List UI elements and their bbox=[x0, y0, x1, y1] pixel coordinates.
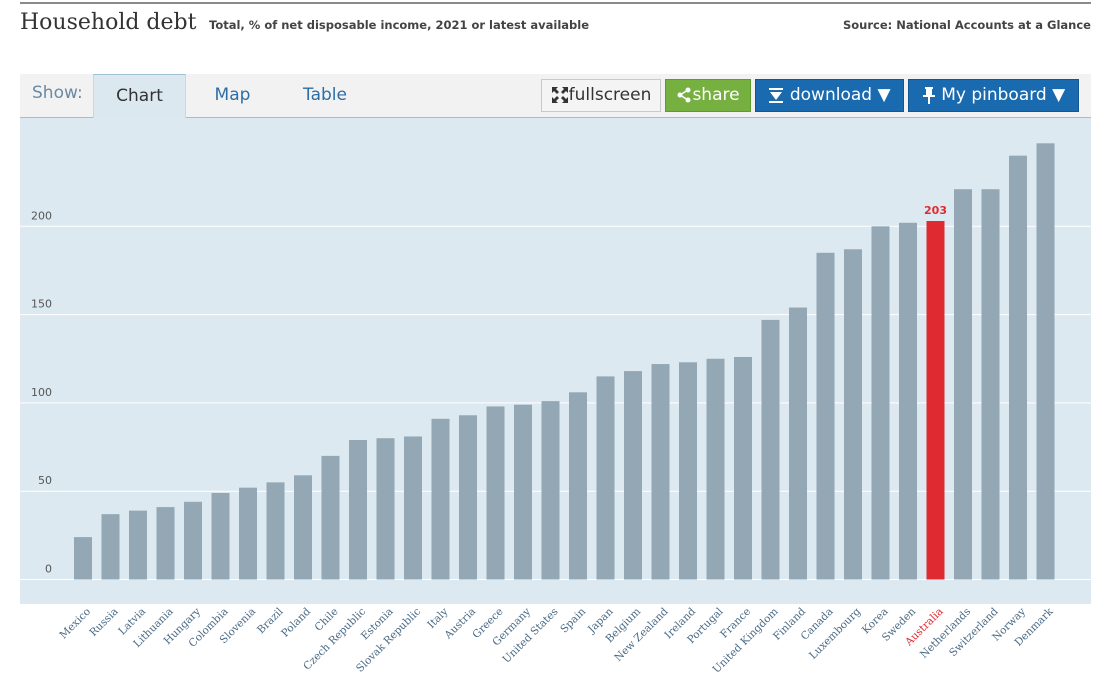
fullscreen-icon bbox=[551, 87, 568, 103]
bar-united-kingdom bbox=[761, 319, 780, 580]
bar-ireland bbox=[679, 362, 697, 580]
y-tick-label: 0 bbox=[45, 563, 52, 576]
bar-denmark bbox=[1036, 143, 1055, 580]
bar-colombia bbox=[211, 492, 230, 580]
bar-slovak-republic bbox=[404, 436, 422, 580]
x-category-label: Spain bbox=[558, 605, 588, 635]
bar-korea bbox=[871, 226, 890, 580]
bar-estonia bbox=[376, 438, 395, 580]
download-icon bbox=[769, 88, 784, 103]
bar-new-zealand bbox=[651, 364, 670, 580]
bar-luxembourg bbox=[844, 249, 862, 580]
bar-lithuania bbox=[156, 507, 175, 580]
bar-mexico bbox=[74, 537, 92, 580]
bar-chile bbox=[321, 455, 340, 580]
bar-spain bbox=[569, 392, 587, 580]
bar-slovenia bbox=[239, 487, 257, 580]
page-title: Household debt bbox=[20, 10, 197, 35]
bar-united-states bbox=[541, 401, 560, 580]
pin-icon bbox=[922, 87, 935, 104]
top-rule bbox=[20, 2, 1091, 4]
tab-map[interactable]: Map bbox=[214, 85, 251, 105]
bar-russia bbox=[101, 514, 120, 580]
bar-austria bbox=[459, 415, 477, 580]
bar-italy bbox=[431, 418, 450, 580]
bar-brazil bbox=[266, 482, 285, 580]
share-icon bbox=[677, 87, 691, 103]
bar-sweden bbox=[899, 222, 917, 580]
bar-latvia bbox=[129, 510, 147, 580]
bar-switzerland bbox=[981, 189, 1000, 580]
source-note: Source: National Accounts at a Glance bbox=[842, 18, 1091, 32]
tab-table[interactable]: Table bbox=[303, 85, 347, 105]
bar-belgium bbox=[624, 371, 642, 580]
x-category-label: Poland bbox=[279, 605, 313, 639]
page-subtitle: Total, % of net disposable income, 2021 … bbox=[209, 18, 590, 32]
y-tick-label: 100 bbox=[31, 386, 52, 399]
x-category-label: Mexico bbox=[57, 606, 93, 642]
bar-norway bbox=[1009, 155, 1027, 580]
bar-canada bbox=[816, 252, 835, 580]
bar-netherlands bbox=[954, 189, 972, 580]
bar-portugal bbox=[706, 358, 725, 580]
share-label: share bbox=[692, 85, 740, 105]
tab-chart[interactable]: Chart bbox=[93, 74, 186, 118]
chart-toolbar: Show: Chart Map Table fullscreen share d… bbox=[20, 74, 1091, 118]
bar-hungary bbox=[184, 501, 202, 580]
bar-finland bbox=[789, 307, 807, 580]
download-label: download ▼ bbox=[789, 85, 891, 105]
bar-australia bbox=[926, 221, 945, 580]
download-button[interactable]: download ▼ bbox=[755, 79, 904, 112]
bar-germany bbox=[514, 404, 532, 580]
bar-france bbox=[734, 356, 752, 580]
pinboard-button[interactable]: My pinboard ▼ bbox=[908, 79, 1079, 112]
pinboard-label: My pinboard ▼ bbox=[941, 85, 1066, 105]
bar-czech-republic bbox=[349, 439, 367, 580]
y-tick-label: 50 bbox=[38, 474, 52, 487]
bar-greece bbox=[486, 406, 505, 580]
share-button[interactable]: share bbox=[665, 79, 751, 112]
highlight-data-label: 203 bbox=[924, 204, 947, 217]
bar-japan bbox=[596, 376, 615, 580]
y-tick-label: 200 bbox=[31, 209, 52, 222]
bar-poland bbox=[294, 475, 312, 580]
x-category-label: Russia bbox=[87, 606, 120, 639]
fullscreen-button[interactable]: fullscreen bbox=[541, 79, 661, 112]
show-label: Show: bbox=[32, 83, 83, 103]
y-tick-label: 150 bbox=[31, 298, 52, 311]
fullscreen-label: fullscreen bbox=[568, 85, 652, 105]
